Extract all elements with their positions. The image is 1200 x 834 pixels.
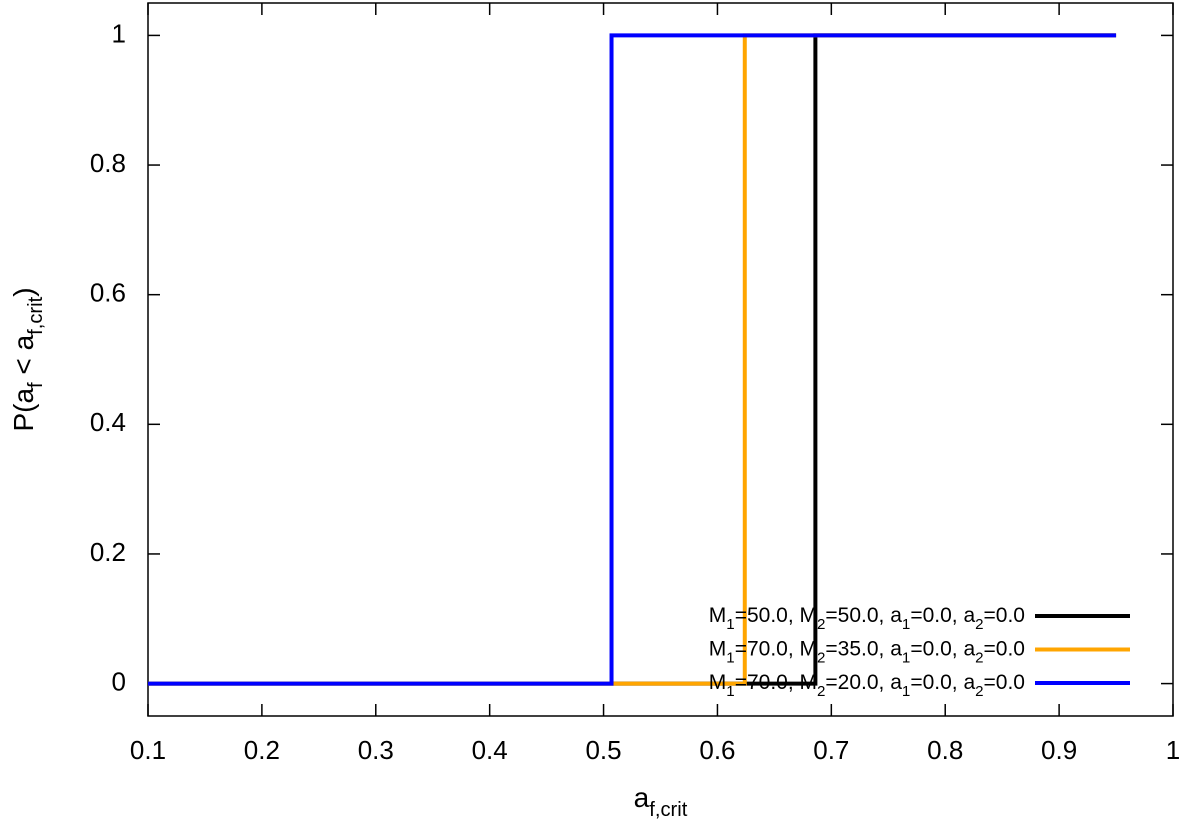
y-tick-label: 0.6 [90, 278, 126, 308]
legend-label-part: 2 [817, 616, 825, 633]
legend-label: M1=70.0, M2=20.0, a1=0.0, a2=0.0 [709, 671, 1025, 700]
legend-label-part: =0.0, a [910, 671, 975, 694]
x-tick-label: 0.6 [699, 735, 735, 765]
x-axis-label-part: a [634, 782, 650, 813]
legend-label-part: 1 [726, 683, 734, 700]
y-tick-label: 1 [112, 18, 126, 48]
y-axis-label-part: f [25, 382, 47, 388]
legend-label-part: 1 [902, 616, 910, 633]
y-tick-label: 0.4 [90, 407, 126, 437]
legend-label-part: =0.0 [984, 637, 1025, 660]
legend-label-part: M [709, 637, 727, 660]
legend-label-part: =0.0, a [910, 604, 975, 627]
series-line [148, 33, 1117, 686]
legend-label-part: 1 [726, 616, 734, 633]
legend-label-part: =35.0, a [825, 637, 902, 660]
legend-label-part: 2 [975, 649, 983, 666]
legend-label-part: 2 [975, 616, 983, 633]
y-axis-label: P(af < af,crit) [8, 287, 47, 431]
legend-label-part: 2 [975, 683, 983, 700]
legend-label-part: =50.0, M [735, 604, 817, 627]
x-tick-label: 0.8 [927, 735, 963, 765]
legend-label-part: =20.0, a [825, 671, 902, 694]
x-tick-label: 0.9 [1041, 735, 1077, 765]
plot-frame [147, 2, 1174, 717]
y-tick-label: 0.8 [90, 148, 126, 178]
x-tick-label: 0.5 [585, 735, 621, 765]
legend-label-part: =50.0, a [825, 604, 902, 627]
legend-label-part: 1 [726, 649, 734, 666]
legend-label: M1=70.0, M2=35.0, a1=0.0, a2=0.0 [709, 637, 1025, 666]
legend-label: M1=50.0, M2=50.0, a1=0.0, a2=0.0 [709, 604, 1025, 633]
legend-label-part: =0.0 [984, 604, 1025, 627]
y-axis-label-part: P(a [8, 388, 39, 432]
legend-label-part: =70.0, M [735, 637, 817, 660]
x-tick-label: 0.2 [244, 735, 280, 765]
x-tick-label: 0.7 [813, 735, 849, 765]
series-line [148, 33, 1117, 686]
x-tick-label: 1 [1166, 735, 1180, 765]
x-tick-label: 0.1 [130, 735, 166, 765]
x-tick-label: 0.4 [472, 735, 508, 765]
legend-label-part: =0.0 [984, 671, 1025, 694]
series-line [148, 33, 1117, 686]
x-axis-label-part: f,crit [649, 799, 687, 821]
legend-label-part: 1 [902, 649, 910, 666]
legend-label-part: M [709, 671, 727, 694]
x-axis-label: af,crit [634, 782, 688, 821]
legend-label-part: 2 [817, 649, 825, 666]
legend-label-part: 1 [902, 683, 910, 700]
legend-label-part: =70.0, M [735, 671, 817, 694]
y-tick-label: 0 [112, 666, 126, 696]
x-tick-label: 0.3 [358, 735, 394, 765]
y-tick-label: 0.2 [90, 537, 126, 567]
legend-label-part: =0.0, a [910, 637, 975, 660]
y-axis-label-part: < a [8, 334, 39, 382]
y-axis-label-part: f,crit [25, 296, 47, 334]
y-axis-label-part: ) [8, 287, 39, 296]
legend-label-part: M [709, 604, 727, 627]
legend-label-part: 2 [817, 683, 825, 700]
